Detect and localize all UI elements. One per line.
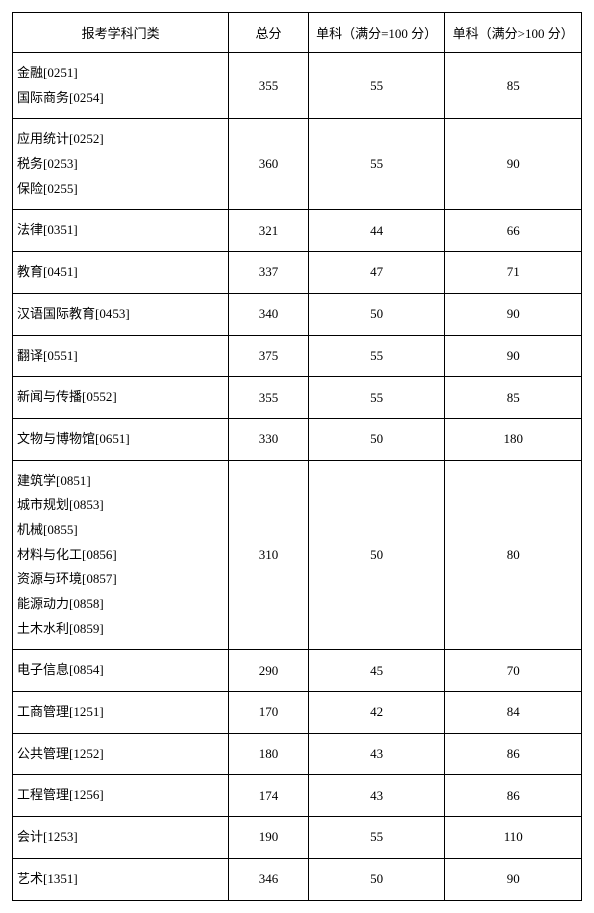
- cell-sub2: 84: [445, 692, 582, 734]
- cell-sub1: 55: [308, 335, 445, 377]
- table-body: 金融[0251]国际商务[0254]3555585应用统计[0252]税务[02…: [13, 53, 582, 901]
- cell-sub1: 50: [308, 418, 445, 460]
- cell-total: 310: [229, 460, 309, 650]
- cell-category: 汉语国际教育[0453]: [13, 293, 229, 335]
- header-category: 报考学科门类: [13, 13, 229, 53]
- cell-sub1: 43: [308, 775, 445, 817]
- cell-sub2: 90: [445, 119, 582, 210]
- table-row: 艺术[1351]3465090: [13, 858, 582, 900]
- table-row: 公共管理[1252]1804386: [13, 733, 582, 775]
- table-row: 法律[0351]3214466: [13, 210, 582, 252]
- header-sub1: 单科（满分=100 分）: [308, 13, 445, 53]
- cell-total: 180: [229, 733, 309, 775]
- table-row: 电子信息[0854]2904570: [13, 650, 582, 692]
- cell-category: 翻译[0551]: [13, 335, 229, 377]
- cell-total: 174: [229, 775, 309, 817]
- cell-sub1: 55: [308, 377, 445, 419]
- cell-sub2: 90: [445, 858, 582, 900]
- cell-total: 190: [229, 817, 309, 859]
- cell-sub1: 50: [308, 858, 445, 900]
- cell-total: 346: [229, 858, 309, 900]
- cell-category: 艺术[1351]: [13, 858, 229, 900]
- header-total: 总分: [229, 13, 309, 53]
- table-row: 金融[0251]国际商务[0254]3555585: [13, 53, 582, 119]
- cell-sub1: 55: [308, 53, 445, 119]
- table-header-row: 报考学科门类 总分 单科（满分=100 分） 单科（满分>100 分）: [13, 13, 582, 53]
- cell-category: 文物与博物馆[0651]: [13, 418, 229, 460]
- score-table: 报考学科门类 总分 单科（满分=100 分） 单科（满分>100 分） 金融[0…: [12, 12, 582, 901]
- cell-category: 工商管理[1251]: [13, 692, 229, 734]
- table-row: 会计[1253]19055110: [13, 817, 582, 859]
- cell-total: 340: [229, 293, 309, 335]
- cell-sub2: 66: [445, 210, 582, 252]
- cell-sub2: 85: [445, 377, 582, 419]
- table-row: 翻译[0551]3755590: [13, 335, 582, 377]
- cell-sub2: 85: [445, 53, 582, 119]
- cell-total: 355: [229, 377, 309, 419]
- table-row: 汉语国际教育[0453]3405090: [13, 293, 582, 335]
- table-row: 应用统计[0252]税务[0253]保险[0255]3605590: [13, 119, 582, 210]
- cell-sub1: 55: [308, 119, 445, 210]
- cell-total: 170: [229, 692, 309, 734]
- cell-sub2: 70: [445, 650, 582, 692]
- cell-category: 建筑学[0851]城市规划[0853]机械[0855]材料与化工[0856]资源…: [13, 460, 229, 650]
- cell-category: 公共管理[1252]: [13, 733, 229, 775]
- cell-category: 教育[0451]: [13, 252, 229, 294]
- table-row: 新闻与传播[0552]3555585: [13, 377, 582, 419]
- cell-total: 321: [229, 210, 309, 252]
- table-row: 工程管理[1256]1744386: [13, 775, 582, 817]
- cell-category: 会计[1253]: [13, 817, 229, 859]
- table-row: 工商管理[1251]1704284: [13, 692, 582, 734]
- cell-sub1: 45: [308, 650, 445, 692]
- cell-total: 330: [229, 418, 309, 460]
- cell-sub2: 90: [445, 293, 582, 335]
- cell-total: 290: [229, 650, 309, 692]
- cell-category: 电子信息[0854]: [13, 650, 229, 692]
- cell-total: 375: [229, 335, 309, 377]
- cell-total: 360: [229, 119, 309, 210]
- cell-sub1: 44: [308, 210, 445, 252]
- cell-category: 应用统计[0252]税务[0253]保险[0255]: [13, 119, 229, 210]
- cell-sub2: 86: [445, 775, 582, 817]
- cell-sub2: 90: [445, 335, 582, 377]
- cell-category: 法律[0351]: [13, 210, 229, 252]
- cell-total: 355: [229, 53, 309, 119]
- table-row: 建筑学[0851]城市规划[0853]机械[0855]材料与化工[0856]资源…: [13, 460, 582, 650]
- cell-sub2: 110: [445, 817, 582, 859]
- cell-sub1: 50: [308, 293, 445, 335]
- cell-total: 337: [229, 252, 309, 294]
- cell-sub1: 50: [308, 460, 445, 650]
- table-row: 教育[0451]3374771: [13, 252, 582, 294]
- cell-sub2: 71: [445, 252, 582, 294]
- cell-category: 金融[0251]国际商务[0254]: [13, 53, 229, 119]
- cell-sub2: 180: [445, 418, 582, 460]
- cell-sub1: 55: [308, 817, 445, 859]
- cell-category: 新闻与传播[0552]: [13, 377, 229, 419]
- cell-sub2: 86: [445, 733, 582, 775]
- cell-sub2: 80: [445, 460, 582, 650]
- cell-sub1: 42: [308, 692, 445, 734]
- header-sub2: 单科（满分>100 分）: [445, 13, 582, 53]
- cell-sub1: 47: [308, 252, 445, 294]
- table-row: 文物与博物馆[0651]33050180: [13, 418, 582, 460]
- cell-category: 工程管理[1256]: [13, 775, 229, 817]
- cell-sub1: 43: [308, 733, 445, 775]
